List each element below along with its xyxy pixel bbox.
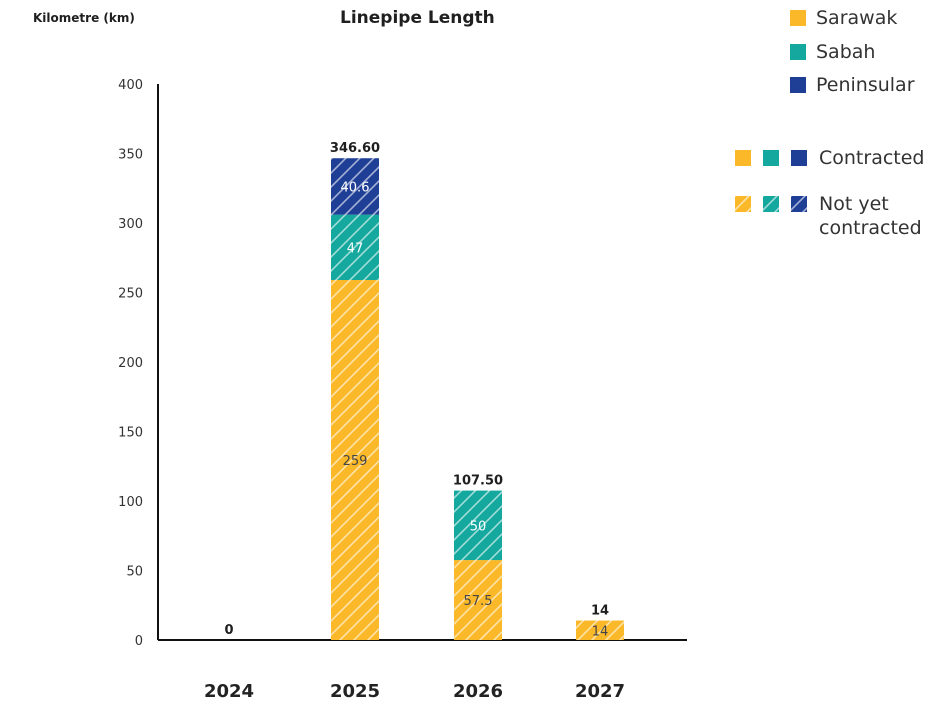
y-axis-title: Kilometre (km)	[33, 11, 135, 25]
total-label: 346.60	[330, 141, 380, 156]
legend-label-not-contracted-line2: contracted	[819, 217, 922, 239]
legend-item-not-contracted: Not yet contracted	[735, 192, 922, 240]
data-label: 57.5	[464, 594, 493, 609]
bar-sarawak-2025	[331, 279, 379, 640]
contracted-swatch-sarawak	[735, 150, 751, 166]
bar-peninsular-2025	[331, 158, 379, 215]
data-label: 259	[343, 454, 368, 469]
total-label: 14	[591, 604, 609, 619]
data-label: 47	[347, 241, 364, 256]
hatch-swatch-sarawak	[735, 196, 751, 212]
legend-item-contracted: Contracted	[735, 146, 924, 170]
legend-label-sarawak: Sarawak	[816, 7, 898, 29]
legend-label-not-contracted-line1: Not yet	[819, 193, 889, 215]
bar-sabah-2025	[331, 214, 379, 280]
x-tick-label: 2024	[204, 681, 254, 702]
contracted-swatch-sabah	[763, 150, 779, 166]
y-tick-label: 50	[126, 565, 143, 580]
sabah-swatch	[790, 44, 806, 60]
hatch-swatch-sabah	[763, 196, 779, 212]
legend-item-sarawak: Sarawak	[790, 6, 897, 30]
hatch-swatch-peninsular	[791, 196, 807, 212]
legend-label-contracted: Contracted	[819, 147, 925, 169]
y-tick-label: 300	[118, 217, 143, 232]
peninsular-swatch	[790, 77, 806, 93]
chart-title: Linepipe Length	[340, 8, 495, 28]
data-label: 14	[592, 624, 609, 639]
legend-label-not-contracted: Not yet contracted	[819, 192, 922, 240]
sarawak-swatch	[790, 10, 806, 26]
legend-item-peninsular: Peninsular	[790, 73, 915, 97]
data-label: 40.6	[341, 180, 370, 195]
y-tick-label: 350	[118, 148, 143, 163]
data-label: 50	[470, 519, 487, 534]
not-contracted-swatches	[735, 196, 807, 212]
x-tick-label: 2025	[330, 681, 380, 702]
x-tick-label: 2027	[575, 681, 625, 702]
contracted-swatch-peninsular	[791, 150, 807, 166]
legend-label-peninsular: Peninsular	[816, 74, 915, 96]
bar-sarawak-2026	[454, 560, 502, 640]
y-tick-label: 100	[118, 495, 143, 510]
y-tick-label: 250	[118, 287, 143, 302]
x-tick-label: 2026	[453, 681, 503, 702]
bar-sabah-2026	[454, 490, 502, 561]
total-label: 0	[224, 623, 233, 638]
contracted-swatches	[735, 150, 807, 166]
y-tick-label: 150	[118, 426, 143, 441]
legend-item-sabah: Sabah	[790, 40, 875, 64]
legend-label-sabah: Sabah	[816, 41, 876, 63]
y-tick-label: 0	[135, 634, 143, 649]
bar-sarawak-2027	[576, 620, 624, 640]
total-label: 107.50	[453, 474, 503, 489]
y-tick-label: 400	[118, 78, 143, 93]
y-tick-label: 200	[118, 356, 143, 371]
